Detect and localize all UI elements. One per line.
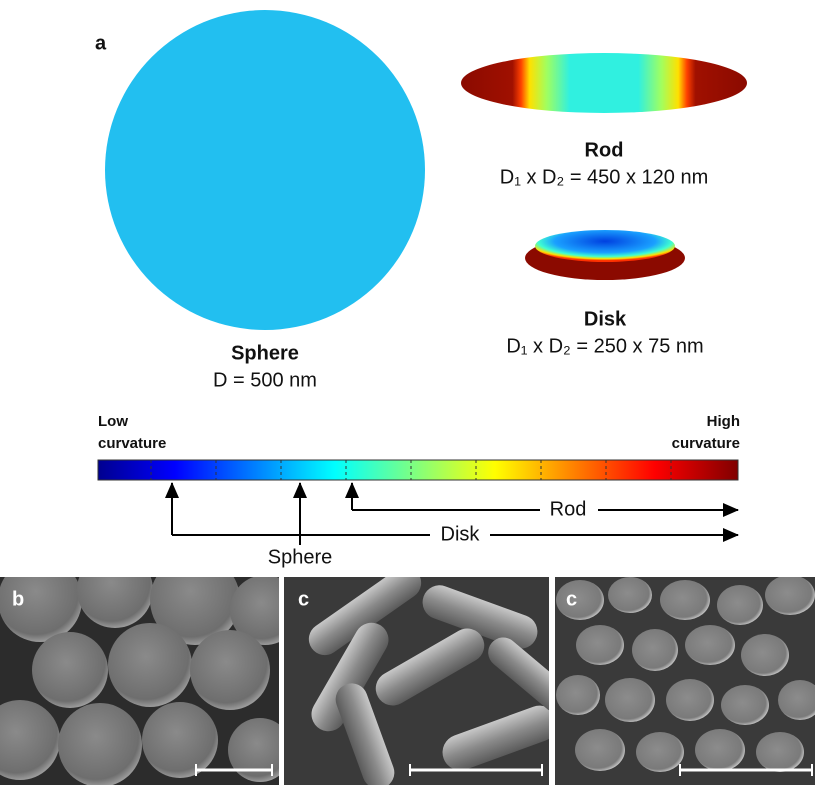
high-label: curvature	[672, 435, 740, 452]
colorbar	[98, 460, 738, 480]
rod-shape	[461, 53, 747, 113]
low-label: Low	[98, 413, 128, 430]
rod-arrow-label: Rod	[550, 498, 587, 520]
disk-dims: D₁ x D₂ = 250 x 75 nm	[506, 335, 703, 357]
disk-name: Disk	[584, 308, 627, 330]
sphere-dims: D = 500 nm	[213, 369, 317, 391]
disk-top	[535, 230, 675, 262]
sem-image	[555, 575, 815, 785]
sem-image	[284, 561, 578, 785]
panel-label: c	[298, 588, 309, 610]
disk-arrow-label: Disk	[441, 523, 481, 545]
low-label: curvature	[98, 435, 166, 452]
sphere-arrow-label: Sphere	[268, 546, 333, 568]
panel-label: a	[95, 32, 107, 54]
sem-image	[0, 552, 300, 785]
sphere-shape	[105, 10, 425, 330]
high-label: High	[707, 413, 740, 430]
sphere-name: Sphere	[231, 342, 299, 364]
panel-label: c	[566, 588, 577, 610]
figure: a Sphere D = 500 nm Rod D₁ x D₂ = 450 x …	[0, 0, 815, 785]
panel-label: b	[12, 588, 24, 610]
rod-dims: D₁ x D₂ = 450 x 120 nm	[500, 166, 709, 188]
rod-name: Rod	[585, 139, 624, 161]
